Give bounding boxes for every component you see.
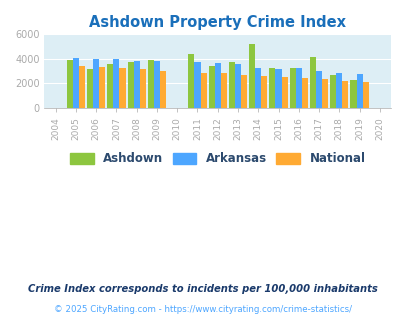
Bar [133, 61, 139, 108]
Bar [234, 64, 241, 108]
Bar [356, 74, 362, 108]
Bar [87, 69, 93, 108]
Bar [194, 62, 200, 108]
Bar [160, 71, 166, 108]
Bar [228, 62, 234, 108]
Bar [113, 59, 119, 108]
Bar [147, 60, 153, 108]
Bar [66, 60, 72, 108]
Title: Ashdown Property Crime Index: Ashdown Property Crime Index [89, 15, 345, 30]
Bar [301, 78, 307, 108]
Bar [261, 76, 267, 108]
Bar [281, 77, 287, 108]
Bar [341, 81, 347, 108]
Bar [127, 62, 133, 108]
Bar [362, 82, 368, 108]
Bar [289, 68, 295, 108]
Bar [99, 67, 105, 108]
Text: Crime Index corresponds to incidents per 100,000 inhabitants: Crime Index corresponds to incidents per… [28, 284, 377, 294]
Bar [350, 80, 356, 108]
Legend: Ashdown, Arkansas, National: Ashdown, Arkansas, National [70, 152, 365, 165]
Bar [139, 69, 145, 108]
Text: © 2025 CityRating.com - https://www.cityrating.com/crime-statistics/: © 2025 CityRating.com - https://www.city… [54, 305, 351, 314]
Bar [321, 79, 327, 108]
Bar [255, 68, 261, 108]
Bar [188, 54, 194, 108]
Bar [220, 74, 226, 108]
Bar [93, 59, 99, 108]
Bar [72, 58, 79, 108]
Bar [241, 75, 247, 108]
Bar [315, 71, 321, 108]
Bar [249, 44, 255, 108]
Bar [153, 61, 160, 108]
Bar [214, 63, 220, 108]
Bar [208, 66, 214, 108]
Bar [309, 57, 315, 108]
Bar [107, 64, 113, 108]
Bar [275, 69, 281, 108]
Bar [119, 68, 125, 108]
Bar [79, 66, 85, 108]
Bar [200, 73, 206, 108]
Bar [295, 68, 301, 108]
Bar [329, 75, 335, 108]
Bar [335, 73, 341, 108]
Bar [269, 68, 275, 108]
